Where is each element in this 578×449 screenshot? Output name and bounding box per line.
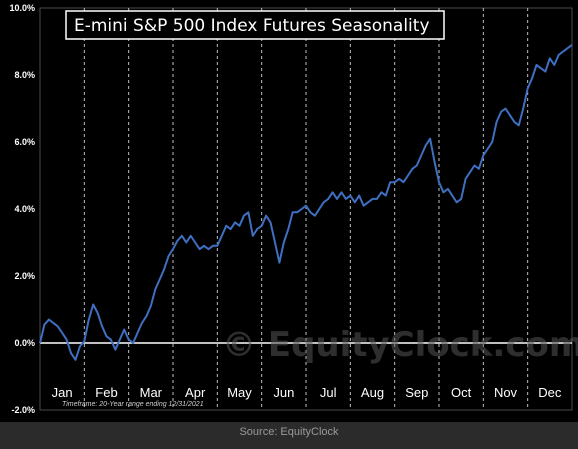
month-label: Feb xyxy=(95,385,117,400)
y-tick-label: 6.0% xyxy=(14,137,35,147)
month-label: Jun xyxy=(273,385,294,400)
y-tick-label: 10.0% xyxy=(9,3,35,13)
month-label: Dec xyxy=(538,385,562,400)
month-label: Jul xyxy=(320,385,337,400)
watermark: © EquityClock.com xyxy=(222,325,578,365)
month-label: Aug xyxy=(361,385,384,400)
month-label: Mar xyxy=(140,385,163,400)
x-axis-month-labels: Jan Feb Mar Apr May Jun Jul Aug Sep Oct Nov Dec xyxy=(52,385,562,400)
y-tick-label: -2.0% xyxy=(11,405,35,415)
series-line xyxy=(39,44,573,361)
month-label: Oct xyxy=(451,385,472,400)
y-tick-label: 4.0% xyxy=(14,204,35,214)
y-tick-label: 2.0% xyxy=(14,271,35,281)
chart-frame: -2.0% 0.0% 2.0% 4.0% 6.0% 8.0% 10.0% © EquityC… xyxy=(9,3,578,415)
month-label: May xyxy=(227,385,252,400)
seasonality-chart: -2.0% 0.0% 2.0% 4.0% 6.0% 8.0% 10.0% © EquityC… xyxy=(9,3,578,415)
y-axis-ticks: -2.0% 0.0% 2.0% 4.0% 6.0% 8.0% 10.0% xyxy=(9,3,35,415)
month-gridlines xyxy=(83,8,529,410)
title-box xyxy=(65,10,445,40)
caption-bar xyxy=(0,422,578,449)
timeframe-note: Timeframe: 20-Year range ending 12/31/20… xyxy=(62,401,204,408)
source-caption: Source: EquityClock xyxy=(239,426,339,438)
month-label: Jan xyxy=(52,385,73,400)
y-tick-label: 0.0% xyxy=(14,338,35,348)
chart-title: E-mini S&P 500 Index Futures Seasonality xyxy=(74,16,430,36)
month-label: Apr xyxy=(185,385,206,400)
month-label: Sep xyxy=(405,385,428,400)
y-tick-label: 8.0% xyxy=(14,70,35,80)
month-label: Nov xyxy=(494,385,518,400)
